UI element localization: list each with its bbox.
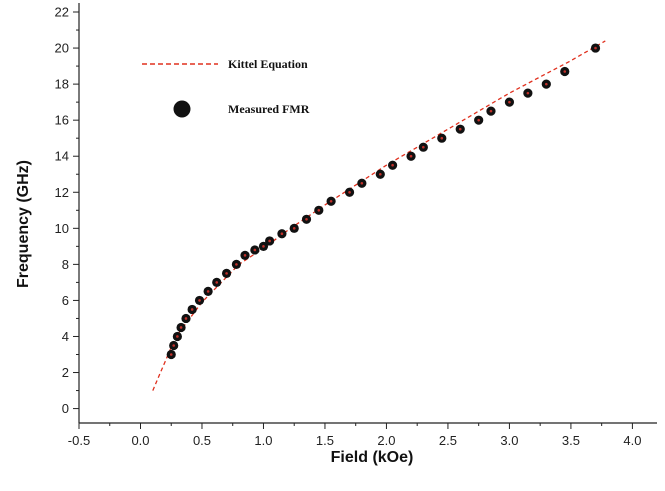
fmr-data-point-center bbox=[225, 272, 228, 275]
y-tick-label: 8 bbox=[62, 257, 69, 272]
y-tick-label: 14 bbox=[55, 149, 69, 164]
y-tick-label: 18 bbox=[55, 77, 69, 92]
x-tick-label: 0.5 bbox=[193, 433, 211, 448]
fmr-data-point-center bbox=[348, 190, 351, 194]
x-tick-label: 4.0 bbox=[623, 433, 641, 448]
x-tick-label: 3.0 bbox=[500, 433, 518, 448]
fmr-data-point-center bbox=[378, 172, 382, 176]
x-tick-label: 1.5 bbox=[316, 433, 334, 448]
fmr-data-point-center bbox=[262, 245, 265, 248]
fmr-data-point-center bbox=[235, 263, 238, 266]
fmr-data-point-center bbox=[198, 299, 201, 302]
measured-fmr-series bbox=[166, 43, 601, 360]
y-tick-label: 2 bbox=[62, 365, 69, 380]
y-tick-label: 10 bbox=[55, 221, 69, 236]
axes: -0.5 0.0 0.5 1.0 1.5 2.0 2.5 3.0 3.5 4.0 0 2 4 6 8 10 12… bbox=[55, 3, 657, 448]
fmr-data-point-center bbox=[440, 136, 444, 140]
x-tick-label: -0.5 bbox=[68, 433, 90, 448]
y-tick-label: 4 bbox=[62, 329, 69, 344]
fmr-data-point-center bbox=[329, 199, 333, 203]
fmr-data-point-center bbox=[179, 326, 183, 329]
y-tick-label: 0 bbox=[62, 401, 69, 416]
fmr-data-point-center bbox=[280, 232, 284, 236]
fmr-data-point-center bbox=[169, 353, 173, 356]
fmr-data-point-center bbox=[508, 100, 511, 104]
x-tick-label: 1.0 bbox=[254, 433, 272, 448]
x-tick-label: 2.0 bbox=[377, 433, 395, 448]
fmr-data-point-center bbox=[391, 163, 394, 167]
fmr-data-point-center bbox=[215, 281, 219, 284]
fmr-data-point-center bbox=[526, 91, 530, 95]
x-axis-title: Field (kOe) bbox=[331, 449, 414, 466]
fmr-data-point-center bbox=[360, 181, 364, 185]
legend: Kittel Equation Measured FMR bbox=[142, 57, 310, 118]
fmr-data-point-center bbox=[317, 208, 321, 212]
x-tick-label: 3.5 bbox=[562, 433, 580, 448]
fmr-data-point-center bbox=[594, 46, 597, 50]
fmr-data-point-center bbox=[184, 317, 188, 320]
y-tick-label: 16 bbox=[55, 113, 69, 128]
fmr-data-point-center bbox=[545, 82, 548, 86]
y-tick-label: 22 bbox=[55, 5, 69, 20]
y-tick-label: 20 bbox=[55, 41, 69, 56]
fmr-data-point-center bbox=[253, 248, 257, 252]
fmr-data-point-center bbox=[563, 70, 567, 73]
fmr-data-point-center bbox=[292, 227, 296, 230]
fmr-data-point-center bbox=[176, 335, 179, 338]
fmr-data-point-center bbox=[409, 154, 413, 158]
fmr-data-point-center bbox=[422, 145, 425, 149]
fmr-data-point-center bbox=[477, 118, 480, 122]
legend-fmr-swatch bbox=[173, 100, 191, 118]
y-axis-title: Frequency (GHz) bbox=[15, 160, 32, 288]
fmr-data-point-center bbox=[489, 109, 493, 113]
fmr-data-point-center bbox=[206, 290, 210, 293]
fmr-data-point-center bbox=[172, 344, 175, 347]
y-tick-label: 12 bbox=[55, 185, 69, 200]
kittel-line-path bbox=[152, 40, 606, 391]
legend-fmr-label: Measured FMR bbox=[228, 102, 310, 116]
fmr-data-point-center bbox=[243, 254, 247, 257]
fmr-data-point-center bbox=[305, 218, 308, 221]
fmr-data-point-center bbox=[268, 239, 271, 243]
x-tick-label: 0.0 bbox=[131, 433, 149, 448]
fmr-data-point-center bbox=[458, 127, 462, 131]
y-tick-label: 6 bbox=[62, 293, 69, 308]
x-tick-label: 2.5 bbox=[439, 433, 457, 448]
legend-kittel-label: Kittel Equation bbox=[228, 57, 308, 71]
kittel-line-series bbox=[152, 40, 606, 391]
fmr-data-point-center bbox=[190, 308, 194, 311]
